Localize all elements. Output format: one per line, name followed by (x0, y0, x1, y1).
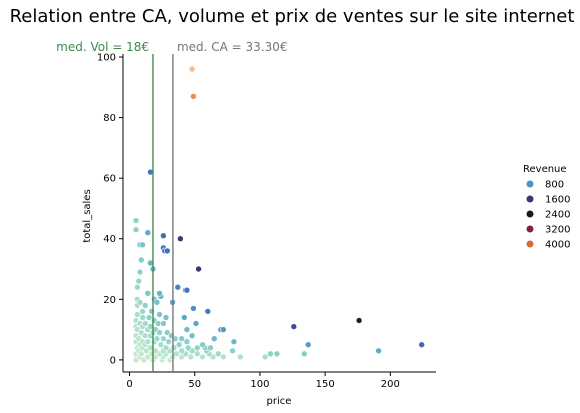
legend-marker (526, 240, 534, 248)
scatter-point (190, 93, 197, 100)
scatter-point (237, 353, 244, 361)
scatter-point (273, 350, 281, 358)
legend-label: 2400 (545, 210, 570, 221)
scatter-point (156, 311, 163, 318)
scatter-point (220, 353, 227, 361)
median-volume-label: med. Vol = 18€ (56, 40, 149, 54)
scatter-point (187, 353, 195, 361)
scatter-point (230, 338, 238, 346)
scatter-point (220, 326, 227, 333)
scatter-point (156, 329, 163, 336)
scatter-point (211, 335, 218, 343)
scatter-point (162, 314, 170, 321)
median-revenue-label: med. CA = 33.30€ (177, 40, 288, 54)
scatter-point (139, 308, 146, 315)
scatter-point (164, 247, 171, 255)
legend-label: 4000 (545, 240, 570, 251)
y-tick-label: 80 (103, 113, 116, 124)
scatter-point (165, 338, 172, 346)
scatter-point (290, 323, 298, 330)
legend: Revenue 800 1600 2400 3200 4000 (523, 164, 570, 251)
scatter-point (132, 217, 140, 224)
scatter-point (178, 335, 185, 343)
legend-title: Revenue (523, 164, 567, 175)
legend-label: 1600 (545, 195, 570, 206)
scatter-point (194, 344, 201, 352)
scatter-point (199, 353, 206, 361)
scatter-point (207, 344, 214, 352)
y-tick-label: 0 (110, 355, 116, 366)
scatter-point (138, 256, 145, 264)
legend-marker (526, 180, 534, 188)
y-axis-label: total_sales (82, 189, 93, 242)
scatter-point (199, 341, 206, 349)
legend-label: 800 (545, 180, 564, 191)
scatter-point (175, 341, 183, 349)
scatter-point (148, 308, 155, 315)
scatter-point (134, 283, 141, 291)
x-tick-label: 0 (126, 379, 132, 390)
scatter-point (162, 344, 170, 352)
scatter-point (267, 350, 274, 358)
scatter-point (181, 314, 188, 321)
scatter-point (184, 344, 192, 352)
scatter-point (177, 235, 184, 242)
scatter-point (135, 277, 142, 285)
scatter-point (139, 241, 146, 249)
scatter-point (141, 320, 149, 327)
legend-marker (526, 210, 534, 218)
y-tick-label: 60 (103, 174, 116, 185)
legend-marker (526, 195, 534, 203)
scatter-point (136, 298, 144, 306)
scatter-point (418, 341, 426, 349)
chart-title: Relation entre CA, volume et prix de ven… (10, 6, 575, 27)
scatter-point (355, 317, 363, 324)
scatter-point (144, 289, 152, 297)
scatter-point (204, 308, 212, 315)
scatter-point (144, 229, 152, 236)
scatter-point (174, 283, 182, 291)
scatter-point (192, 320, 200, 327)
x-tick-label: 100 (250, 379, 269, 390)
scatter-point (188, 65, 196, 73)
scatter-point (190, 305, 197, 312)
scatter-point (134, 311, 141, 318)
legend-label: 3200 (545, 225, 570, 236)
scatter-point (188, 332, 196, 340)
y-tick-label: 20 (103, 295, 116, 306)
scatter-point (183, 338, 191, 346)
scatter-point (261, 353, 269, 361)
scatter-point (304, 341, 312, 349)
scatter-point (229, 347, 236, 355)
scatter-point (300, 350, 308, 358)
scatter-point (144, 338, 152, 346)
scatter-point (183, 286, 191, 294)
scatter-point (160, 320, 167, 327)
x-tick-label: 50 (188, 379, 201, 390)
scatter-point (195, 265, 202, 273)
scatter-point (136, 268, 144, 276)
legend-marker (526, 225, 534, 233)
scatter-point (178, 347, 185, 355)
y-tick-label: 40 (103, 234, 116, 245)
scatter-point (141, 302, 149, 309)
scatter-point (214, 350, 222, 358)
x-tick-label: 200 (381, 379, 400, 390)
x-tick-label: 150 (316, 379, 335, 390)
scatter-point (139, 314, 146, 321)
scatter-point (145, 314, 153, 321)
scatter-point (157, 341, 165, 349)
x-axis-label: price (267, 396, 292, 407)
scatter-point (156, 289, 163, 297)
scatter-point (375, 347, 382, 355)
scatter-point (153, 335, 161, 343)
scatter-point (132, 226, 140, 233)
scatter-point (183, 326, 191, 333)
scatter-point (160, 232, 167, 239)
y-tick-label: 100 (97, 53, 116, 64)
scatter-point (160, 335, 167, 343)
scatter-point (153, 298, 161, 306)
